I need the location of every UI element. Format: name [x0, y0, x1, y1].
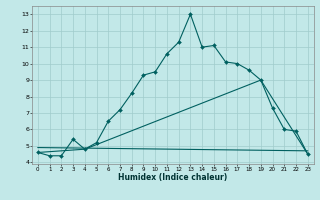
- X-axis label: Humidex (Indice chaleur): Humidex (Indice chaleur): [118, 173, 228, 182]
